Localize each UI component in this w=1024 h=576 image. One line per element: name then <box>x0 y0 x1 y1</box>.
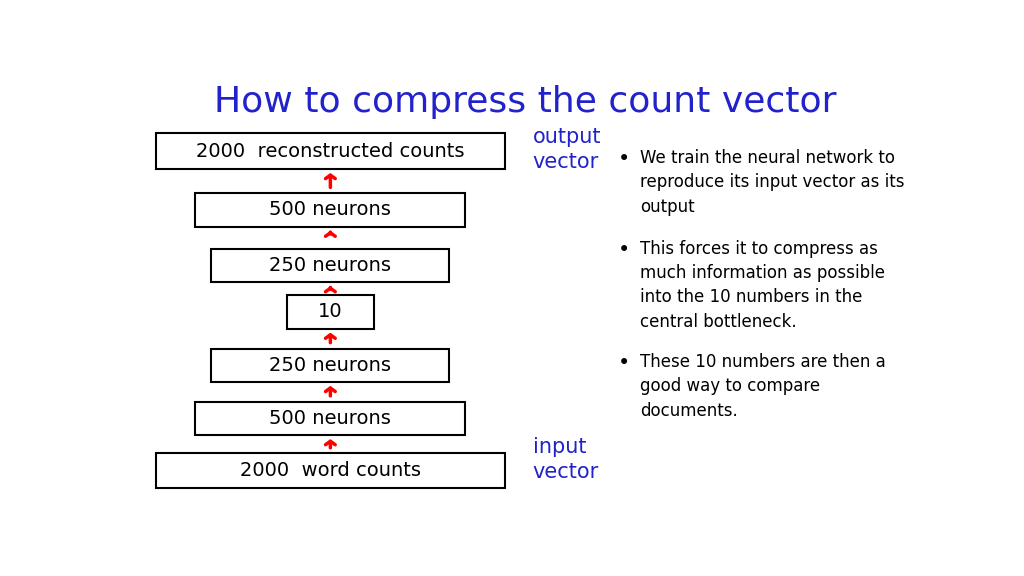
Text: •: • <box>617 240 630 260</box>
FancyBboxPatch shape <box>196 194 465 226</box>
Text: These 10 numbers are then a
good way to compare
documents.: These 10 numbers are then a good way to … <box>640 353 886 419</box>
FancyBboxPatch shape <box>287 295 374 328</box>
Text: How to compress the count vector: How to compress the count vector <box>214 85 836 119</box>
Text: 250 neurons: 250 neurons <box>269 355 391 374</box>
Text: 250 neurons: 250 neurons <box>269 256 391 275</box>
Text: 10: 10 <box>318 302 343 321</box>
FancyBboxPatch shape <box>211 249 450 282</box>
Text: 2000  reconstructed counts: 2000 reconstructed counts <box>197 142 465 161</box>
Text: This forces it to compress as
much information as possible
into the 10 numbers i: This forces it to compress as much infor… <box>640 240 885 331</box>
Text: 500 neurons: 500 neurons <box>269 200 391 219</box>
Text: •: • <box>617 353 630 373</box>
Text: We train the neural network to
reproduce its input vector as its
output: We train the neural network to reproduce… <box>640 149 904 215</box>
Text: 500 neurons: 500 neurons <box>269 409 391 428</box>
FancyBboxPatch shape <box>196 402 465 435</box>
FancyBboxPatch shape <box>211 348 450 382</box>
Text: output
vector: output vector <box>532 127 601 172</box>
Text: •: • <box>617 149 630 169</box>
Text: 2000  word counts: 2000 word counts <box>240 461 421 480</box>
FancyBboxPatch shape <box>156 453 505 488</box>
Text: input
vector: input vector <box>532 437 599 482</box>
FancyBboxPatch shape <box>156 134 505 169</box>
